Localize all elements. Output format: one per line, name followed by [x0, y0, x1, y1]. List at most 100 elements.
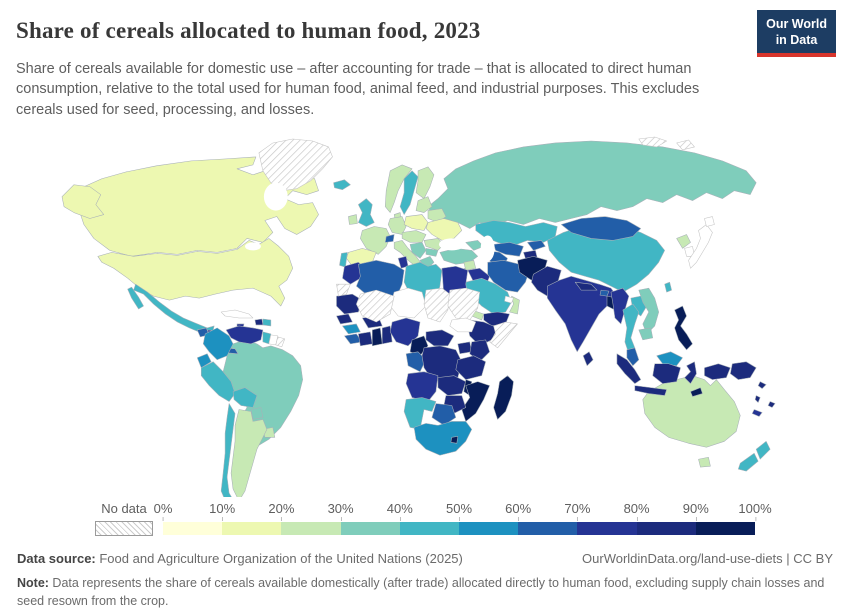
country-usa-alaska[interactable]: United States: 10-20% [61, 184, 105, 219]
country-japan[interactable]: Japan: No data [688, 223, 713, 269]
country-senegal[interactable]: Senegal: 80-90% [336, 313, 353, 324]
region-central-europe[interactable]: Central Europe: 20-30% [401, 229, 427, 243]
country-central-african-republic[interactable]: Central African Republic: 80-90% [425, 329, 455, 346]
country-malaysia-borneo[interactable]: Malaysia (Borneo): 50-60% [656, 351, 683, 366]
legend-bucket-1[interactable] [222, 521, 282, 535]
country-south-sudan[interactable]: South Sudan: No data [449, 317, 476, 332]
legend-no-data[interactable]: No data [95, 501, 153, 536]
country-indonesia-sulawesi[interactable]: Indonesia: 80-90% [684, 361, 697, 384]
country-greenland[interactable]: Greenland: No data [258, 138, 333, 191]
country-sweden[interactable]: Sweden: 40-50% [399, 170, 419, 215]
country-taiwan[interactable]: Taiwan: 40-50% [664, 281, 672, 293]
country-poland[interactable]: Poland: 10-20% [403, 214, 429, 231]
country-madagascar[interactable]: Madagascar: 90-100% [493, 375, 514, 420]
country-malaysia[interactable]: Malaysia: 60-70% [626, 347, 640, 366]
country-south-africa[interactable]: South Africa: 50-60% [413, 420, 473, 456]
country-canada[interactable]: Canada: 10-20% [71, 156, 319, 257]
country-angola[interactable]: Angola: 70-80% [405, 371, 439, 402]
country-iceland[interactable]: Iceland: 40-50% [333, 179, 351, 190]
legend-bucket-7[interactable] [577, 521, 637, 535]
country-switzerland[interactable]: Switzerland: 60-70% [384, 233, 395, 243]
country-mongolia[interactable]: Mongolia: 60-70% [560, 216, 642, 241]
country-indonesia-papua[interactable]: Indonesia: 80-90% [704, 363, 731, 380]
country-namibia[interactable]: Namibia: 40-50% [403, 397, 437, 430]
country-gabon-congo[interactable]: Gabon and Congo: 60-70% [405, 351, 427, 372]
country-uzbekistan[interactable]: Uzbekistan: 60-70% [493, 241, 524, 257]
country-papua-new-guinea[interactable]: Papua New Guinea: 80-90% [730, 361, 757, 380]
owid-url-link[interactable]: OurWorldinData.org/land-use-diets | CC B… [582, 550, 833, 566]
owid-logo[interactable]: Our World in Data [757, 10, 836, 58]
country-ukraine[interactable]: Ukraine: 10-20% [425, 217, 463, 241]
country-bolivia[interactable]: Bolivia: 40-50% [232, 387, 258, 408]
no-data-swatch[interactable] [95, 520, 153, 536]
country-mozambique[interactable]: Mozambique: 90-100% [461, 381, 490, 422]
country-dominican-republic[interactable]: Dominican Republic: 40-50% [262, 318, 272, 326]
country-australia[interactable]: Australia: 20-30% [642, 375, 741, 448]
legend-bucket-6[interactable] [518, 521, 578, 535]
country-togo-benin[interactable]: Togo and Benin: 80-90% [381, 325, 393, 344]
country-sudan[interactable]: Sudan: No data [447, 287, 480, 320]
country-cuba[interactable]: Cuba: No data [220, 309, 254, 318]
country-oman[interactable]: Oman: 20-30% [509, 295, 520, 315]
country-kyrgyzstan[interactable]: Kyrgyzstan: 60-70% [527, 239, 546, 251]
legend-bucket-5[interactable] [459, 521, 519, 535]
country-peru[interactable]: Peru: 40-50% [200, 361, 236, 402]
country-finland[interactable]: Finland: 20-30% [415, 166, 435, 199]
country-bhutan[interactable]: Bhutan: 60-70% [599, 289, 610, 297]
country-chile[interactable]: Chile: 40-50% [220, 402, 236, 497]
country-colombia[interactable]: Colombia: 50-60% [202, 327, 234, 360]
country-syria[interactable]: Syria: 20-30% [463, 259, 476, 271]
region-balkans[interactable]: Balkans: 30-40% [409, 241, 427, 259]
country-mauritania[interactable]: Mauritania: 80-90% [336, 293, 363, 315]
country-ireland[interactable]: Ireland: 20-30% [348, 214, 358, 225]
country-botswana[interactable]: Botswana: 60-70% [431, 402, 457, 426]
country-western-sahara[interactable]: Western Sahara: No data [336, 283, 351, 297]
legend-bucket-0[interactable] [163, 521, 223, 535]
country-indonesia-java[interactable]: Indonesia: 80-90% [634, 385, 667, 396]
country-guinea[interactable]: Guinea: 50-60% [342, 323, 361, 334]
country-indonesia-sumatra[interactable]: Indonesia: 80-90% [616, 353, 642, 384]
country-india[interactable]: India: 70-80% [547, 275, 618, 352]
country-zambia[interactable]: Zambia: 80-90% [437, 375, 467, 396]
region-arctic-islands-2[interactable]: Arctic islands: No data [676, 139, 695, 150]
country-philippines[interactable]: Philippines: 90-100% [674, 305, 693, 350]
country-paraguay[interactable]: Paraguay: 30-40% [250, 406, 264, 420]
country-fiji[interactable]: Fiji: 80-90% [767, 400, 776, 408]
country-ghana[interactable]: Ghana: 90-100% [372, 327, 383, 346]
country-uk[interactable]: United Kingdom: 40-50% [358, 198, 375, 227]
country-vanuatu[interactable]: Vanuatu: 80-90% [754, 395, 761, 403]
country-new-zealand-north[interactable]: New Zealand: 40-50% [755, 440, 771, 460]
country-uganda[interactable]: Uganda: 80-90% [457, 341, 473, 354]
country-haiti[interactable]: Haiti: 80-90% [254, 318, 264, 325]
country-chad[interactable]: Chad: No data [423, 287, 451, 322]
country-thailand[interactable]: Thailand: 40-50% [622, 303, 640, 354]
country-solomon-islands[interactable]: Solomon Islands: 80-90% [757, 381, 767, 389]
legend-bucket-4[interactable] [399, 521, 460, 535]
country-argentina[interactable]: Argentina: 20-30% [230, 408, 268, 497]
legend-bucket-3[interactable] [340, 521, 400, 535]
legend-bucket-2[interactable] [281, 521, 341, 535]
country-mali[interactable]: Mali: No data [356, 289, 395, 322]
country-niger[interactable]: Niger: No data [389, 287, 427, 318]
country-ecuador[interactable]: Ecuador: 50-60% [196, 353, 212, 368]
country-france[interactable]: France: 20-30% [360, 225, 391, 255]
country-portugal[interactable]: Portugal: 40-50% [339, 251, 348, 268]
country-cambodia[interactable]: Cambodia: 30-40% [638, 327, 654, 340]
country-bulgaria[interactable]: Bulgaria: 30-40% [425, 247, 439, 257]
country-new-caledonia[interactable]: New Caledonia: 70-80% [751, 408, 763, 417]
country-sri-lanka[interactable]: Sri Lanka: 80-90% [582, 351, 594, 366]
country-french-guiana[interactable]: French Guiana: No data [275, 336, 286, 347]
country-indonesia-borneo[interactable]: Indonesia: 80-90% [652, 363, 681, 384]
country-north-korea[interactable]: North Korea: 20-30% [676, 233, 691, 249]
country-nepal[interactable]: Nepal: 80-90% [574, 281, 598, 291]
country-myanmar[interactable]: Myanmar: 70-80% [610, 287, 630, 324]
country-germany[interactable]: Germany: 20-30% [387, 216, 407, 235]
legend-bucket-9[interactable] [695, 521, 756, 535]
country-japan-hokkaido[interactable]: Japan: No data [704, 216, 715, 227]
country-venezuela[interactable]: Venezuela: 70-80% [225, 325, 264, 344]
country-australia-tasmania[interactable]: Australia: 20-30% [698, 456, 711, 468]
country-ivory-coast[interactable]: Cote d'Ivoire: 80-90% [358, 331, 373, 346]
country-somalia[interactable]: Somalia: No data [489, 321, 518, 348]
country-new-zealand-south[interactable]: New Zealand: 40-50% [737, 452, 759, 472]
country-lesotho[interactable]: Lesotho: 90-100% [450, 435, 459, 444]
